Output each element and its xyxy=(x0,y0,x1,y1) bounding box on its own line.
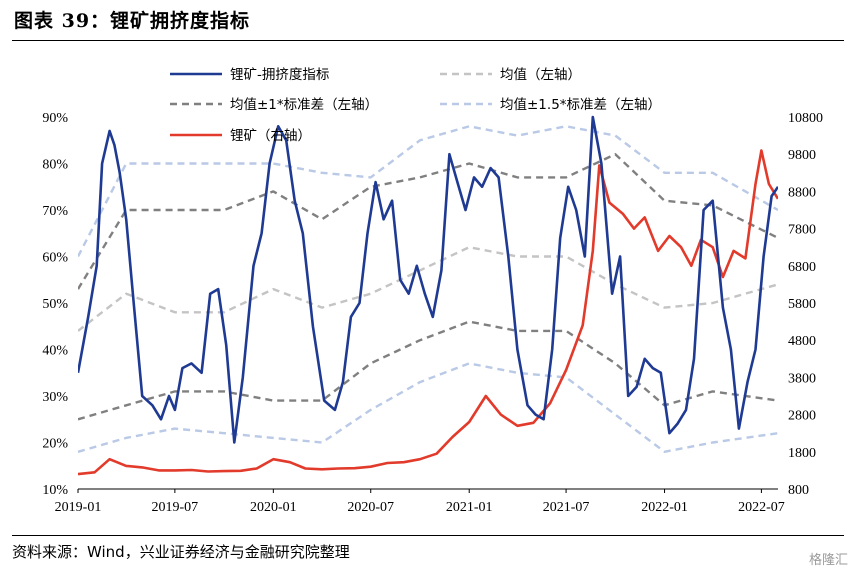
series-line-sd1-up xyxy=(78,152,778,290)
figure-title: 图表 39：锂矿拥挤度指标 xyxy=(14,10,251,32)
x-tick-label: 2020-07 xyxy=(347,500,394,515)
x-tick-label: 2022-07 xyxy=(738,500,785,515)
y-right-tick-label: 10800 xyxy=(788,111,823,126)
y-right-tick-label: 1800 xyxy=(788,446,816,461)
x-tick-label: 2019-01 xyxy=(55,500,102,515)
legend-label-price: 锂矿（右轴） xyxy=(230,128,311,144)
legend-label-crowd: 锂矿-拥挤度指标 xyxy=(230,67,329,83)
y-right-tick-label: 3800 xyxy=(788,371,816,386)
series-line-sd15-low xyxy=(78,362,778,453)
x-tick-label: 2022-01 xyxy=(641,500,688,515)
x-tick-label: 2021-01 xyxy=(446,500,493,515)
y-right-tick-label: 9800 xyxy=(788,148,816,163)
y-right-tick-label: 2800 xyxy=(788,409,816,424)
y-left-tick-label: 90% xyxy=(42,111,68,126)
y-left-tick-label: 50% xyxy=(42,297,68,312)
series-line-sd15-up xyxy=(78,125,778,258)
y-left-tick-label: 80% xyxy=(42,158,68,173)
series-line-crowd xyxy=(78,115,778,444)
y-left-tick-label: 40% xyxy=(42,344,68,359)
x-tick-label: 2019-07 xyxy=(152,500,199,515)
y-right-tick-label: 800 xyxy=(788,483,809,498)
y-left-tick-label: 20% xyxy=(42,437,68,452)
y-left-tick-label: 70% xyxy=(42,204,68,219)
legend-label-sd15: 均值±1.5*标准差（左轴） xyxy=(500,97,661,113)
series-line-sd1-low xyxy=(78,320,778,421)
series-line-price xyxy=(78,149,778,476)
y-left-tick-label: 10% xyxy=(42,483,68,498)
y-right-tick-label: 8800 xyxy=(788,185,816,200)
watermark-logo: 格隆汇 xyxy=(808,553,848,568)
y-left-tick-label: 60% xyxy=(42,251,68,266)
y-right-tick-label: 6800 xyxy=(788,260,816,275)
x-tick-label: 2020-01 xyxy=(250,500,297,515)
x-tick-label: 2021-07 xyxy=(543,500,590,515)
source-note: 资料来源：Wind，兴业证券经济与金融研究院整理 xyxy=(12,543,350,561)
y-right-tick-label: 7800 xyxy=(788,223,816,238)
title-rule xyxy=(12,40,844,41)
y-left-tick-label: 30% xyxy=(42,390,68,405)
legend-label-mean: 均值（左轴） xyxy=(500,67,581,83)
y-right-tick-label: 5800 xyxy=(788,297,816,312)
series-line-mean xyxy=(78,245,778,332)
y-right-tick-label: 4800 xyxy=(788,334,816,349)
legend-label-sd1: 均值±1*标准差（左轴） xyxy=(230,97,378,113)
source-rule xyxy=(12,535,844,536)
